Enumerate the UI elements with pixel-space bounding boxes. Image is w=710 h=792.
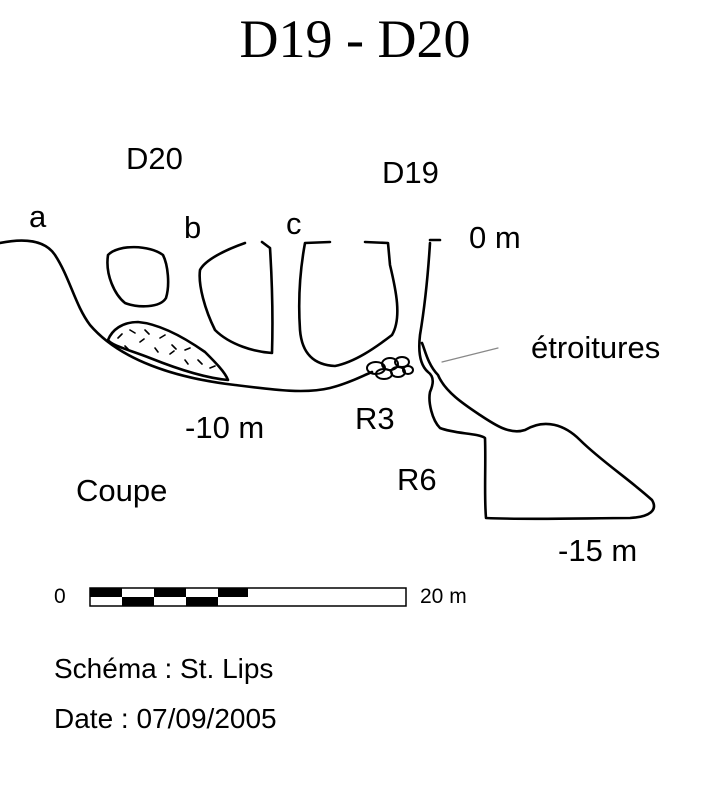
cave-floor-outline xyxy=(0,239,374,393)
author-credit: Schéma : St. Lips xyxy=(54,653,274,684)
section-label: Coupe xyxy=(76,473,168,508)
rock-pillar-2 xyxy=(198,240,274,355)
entrance-label-d19: D19 xyxy=(382,155,439,190)
sediment-deposit xyxy=(106,320,230,382)
pitch-label-r6: R6 xyxy=(397,462,437,497)
rock-pillar-3 xyxy=(297,240,399,368)
depth-label-mid: -10 m xyxy=(185,410,265,445)
scale-bar xyxy=(89,587,407,607)
d19-shaft-wall xyxy=(417,238,656,521)
narrowing-label: étroitures xyxy=(531,330,661,365)
narrowing-pointer xyxy=(441,347,499,363)
rock-pillar-1 xyxy=(106,245,170,308)
boulder-choke xyxy=(366,356,414,380)
entrance-label-d20: D20 xyxy=(126,141,183,176)
diagram-title: D19 - D20 xyxy=(239,9,471,69)
opening-label-c: c xyxy=(286,206,302,241)
opening-label-b: b xyxy=(184,210,202,245)
opening-label-a: a xyxy=(29,199,47,234)
survey-date: Date : 07/09/2005 xyxy=(54,703,277,734)
depth-label-bottom: -15 m xyxy=(558,533,638,568)
scale-start-label: 0 xyxy=(54,585,66,608)
sediment-symbols xyxy=(117,329,216,369)
depth-label-top: 0 m xyxy=(469,220,521,255)
scale-end-label: 20 m xyxy=(420,585,467,608)
pitch-label-r3: R3 xyxy=(355,401,395,436)
